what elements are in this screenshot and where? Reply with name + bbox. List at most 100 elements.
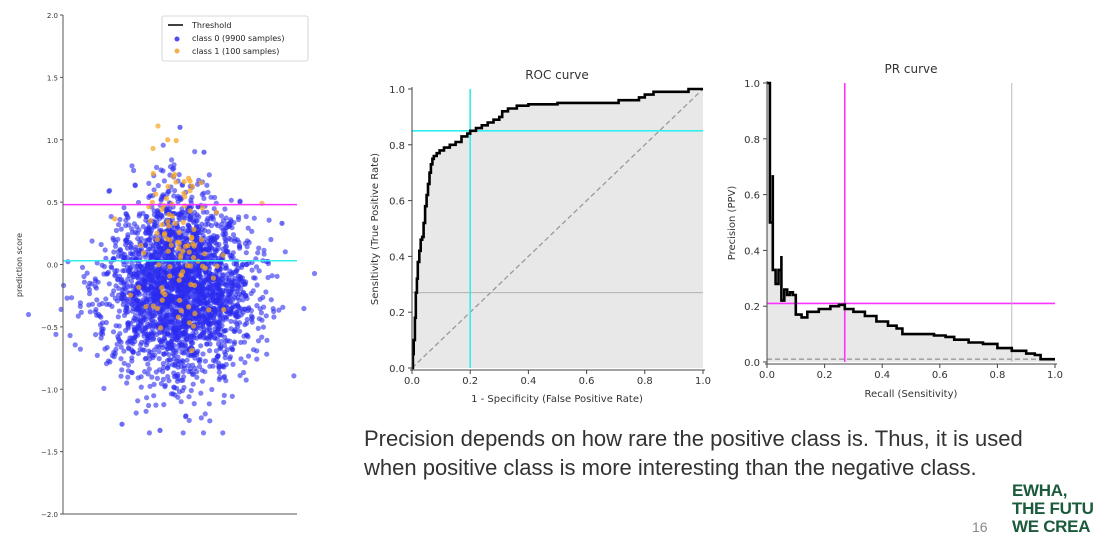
- class1-point: [172, 220, 178, 227]
- class0-point: [146, 279, 152, 286]
- legend-label-threshold: Threshold: [191, 21, 231, 30]
- class0-point: [165, 341, 171, 347]
- class0-point: [220, 246, 226, 252]
- class0-point: [137, 346, 143, 353]
- y-tick-label: −1.0: [41, 386, 58, 394]
- class0-point: [105, 269, 111, 275]
- class0-point: [231, 238, 238, 244]
- class0-point: [118, 356, 124, 362]
- class0-point: [200, 305, 206, 311]
- class0-point: [205, 284, 211, 290]
- class0-point: [110, 329, 117, 335]
- caption-line: when positive class is more interesting …: [364, 455, 977, 480]
- class0-point: [245, 353, 252, 359]
- class0-point: [198, 415, 204, 421]
- class0-point: [116, 222, 122, 228]
- class1-point: [180, 219, 186, 225]
- class0-point: [143, 325, 149, 331]
- class0-point: [114, 298, 121, 304]
- class0-point: [130, 349, 136, 355]
- class0-point: [87, 291, 93, 297]
- y-tick-label: 0.8: [744, 135, 760, 146]
- class0-point: [220, 231, 226, 237]
- roc-plot-area: 0.00.0 0.2 0.2 0.4 0.4 0.6 0.6 0.8 0.8 1.0 1.0: [389, 85, 711, 387]
- class0-point: [89, 281, 95, 287]
- class0-point: [243, 377, 249, 383]
- class0-point: [209, 330, 216, 336]
- class0-point: [175, 193, 181, 199]
- class0-point: [65, 259, 71, 265]
- class0-point: [143, 254, 149, 260]
- x-tick-label: 0.0: [404, 376, 420, 387]
- class1-point: [141, 250, 147, 256]
- y-tick-label: 0.0: [47, 262, 58, 270]
- class1-point: [202, 251, 208, 257]
- class0-point: [208, 194, 214, 200]
- class1-point: [163, 195, 169, 202]
- class1-point: [220, 252, 226, 258]
- class0-point: [198, 343, 204, 349]
- class0-point: [131, 167, 137, 174]
- class0-point: [220, 272, 226, 278]
- class0-point: [135, 350, 141, 357]
- class0-point: [207, 418, 213, 424]
- class0-point: [115, 336, 122, 342]
- class0-point: [58, 306, 64, 312]
- class0-point: [146, 226, 152, 232]
- class0-point: [133, 331, 140, 337]
- pr-title: PR curve: [884, 62, 937, 76]
- class0-point: [120, 301, 126, 308]
- class0-point: [206, 401, 212, 407]
- class0-point: [201, 195, 207, 201]
- class0-point: [164, 191, 170, 197]
- class0-point: [220, 430, 226, 436]
- class0-point: [231, 341, 237, 347]
- class0-point: [166, 352, 172, 358]
- class0-point: [178, 210, 184, 216]
- class0-point: [185, 333, 192, 339]
- class0-point: [117, 216, 123, 223]
- class0-point: [194, 264, 200, 270]
- class0-point: [160, 365, 166, 371]
- class1-point: [199, 205, 205, 211]
- class0-point: [180, 359, 186, 365]
- class0-point: [141, 283, 147, 289]
- class1-point: [154, 305, 161, 312]
- class0-point: [125, 234, 131, 240]
- class0-point: [202, 369, 208, 375]
- class0-point: [144, 395, 150, 401]
- class0-point: [228, 318, 234, 324]
- class0-point: [125, 325, 131, 331]
- class0-point: [233, 260, 239, 266]
- class0-point: [219, 338, 225, 345]
- class0-point: [158, 319, 164, 325]
- class0-point: [232, 292, 239, 298]
- class0-point: [81, 273, 87, 280]
- class0-point: [98, 241, 104, 248]
- class0-point: [240, 289, 246, 295]
- outlier-point: [201, 149, 207, 155]
- class0-point: [148, 316, 154, 322]
- class0-point: [224, 249, 230, 255]
- class0-point: [264, 351, 270, 357]
- class0-point: [106, 281, 112, 287]
- class0-point: [221, 392, 227, 398]
- class0-point: [231, 283, 237, 289]
- class0-point: [242, 359, 248, 366]
- y-tick-label: 2.0: [47, 12, 58, 20]
- class1-point: [187, 320, 193, 326]
- class0-point: [237, 328, 243, 334]
- class1-point: [184, 263, 190, 269]
- class0-point: [152, 319, 158, 325]
- class0-point: [153, 402, 159, 408]
- class0-point: [174, 385, 180, 391]
- class1-point: [189, 183, 195, 189]
- class0-point: [176, 172, 182, 178]
- class0-point: [263, 313, 269, 319]
- class0-point: [172, 392, 178, 398]
- class1-point: [198, 237, 205, 243]
- class0-point: [158, 267, 164, 274]
- class0-point: [238, 306, 244, 312]
- class0-point: [162, 382, 168, 388]
- class0-point: [196, 333, 202, 340]
